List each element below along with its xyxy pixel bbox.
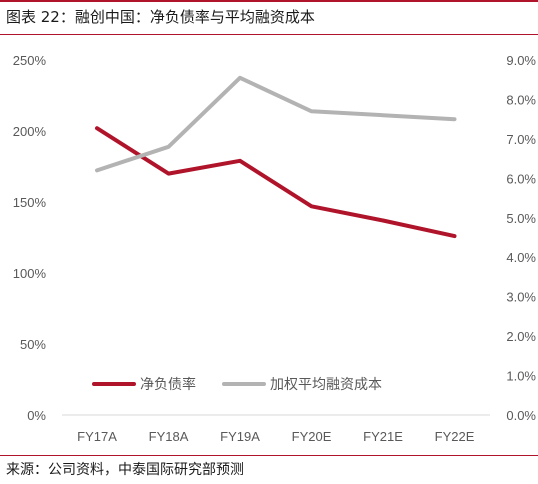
y-right-tick-label: 4.0% xyxy=(506,250,536,265)
title-rule xyxy=(0,34,538,35)
x-tick-label: FY20E xyxy=(292,429,332,444)
y-right-tick-label: 6.0% xyxy=(506,171,536,186)
x-tick-label: FY19A xyxy=(220,429,260,444)
y-right-tick-label: 8.0% xyxy=(506,92,536,107)
chart-title: 图表 22：融创中国：净负债率与平均融资成本 xyxy=(6,8,315,26)
y-right-tick-label: 5.0% xyxy=(506,211,536,226)
y-left-tick-label: 200% xyxy=(13,124,47,139)
y-left-tick-label: 250% xyxy=(13,53,47,68)
y-right-tick-label: 3.0% xyxy=(506,290,536,305)
y-right-tick-label: 1.0% xyxy=(506,369,536,384)
y-left-tick-label: 100% xyxy=(13,266,47,281)
y-right-tick-label: 2.0% xyxy=(506,329,536,344)
x-tick-label: FY22E xyxy=(435,429,475,444)
legend-label: 加权平均融资成本 xyxy=(270,377,382,393)
x-tick-label: FY21E xyxy=(363,429,403,444)
y-left-tick-label: 50% xyxy=(20,337,46,352)
legend-label: 净负债率 xyxy=(140,376,196,393)
y-right-tick-label: 7.0% xyxy=(506,132,536,147)
series-line-financing-cost xyxy=(95,75,457,173)
y-right-tick-label: 9.0% xyxy=(506,53,536,68)
series-line-net-gearing xyxy=(95,126,457,239)
top-rule xyxy=(0,0,538,2)
y-left-tick-label: 0% xyxy=(27,408,46,423)
y-right-tick-label: 0.0% xyxy=(506,408,536,423)
source-rule xyxy=(0,455,538,456)
x-tick-label: FY18A xyxy=(149,429,189,444)
x-tick-label: FY17A xyxy=(77,429,117,444)
y-left-tick-label: 150% xyxy=(13,195,47,210)
source-note: 来源：公司资料，中泰国际研究部预测 xyxy=(6,462,244,478)
